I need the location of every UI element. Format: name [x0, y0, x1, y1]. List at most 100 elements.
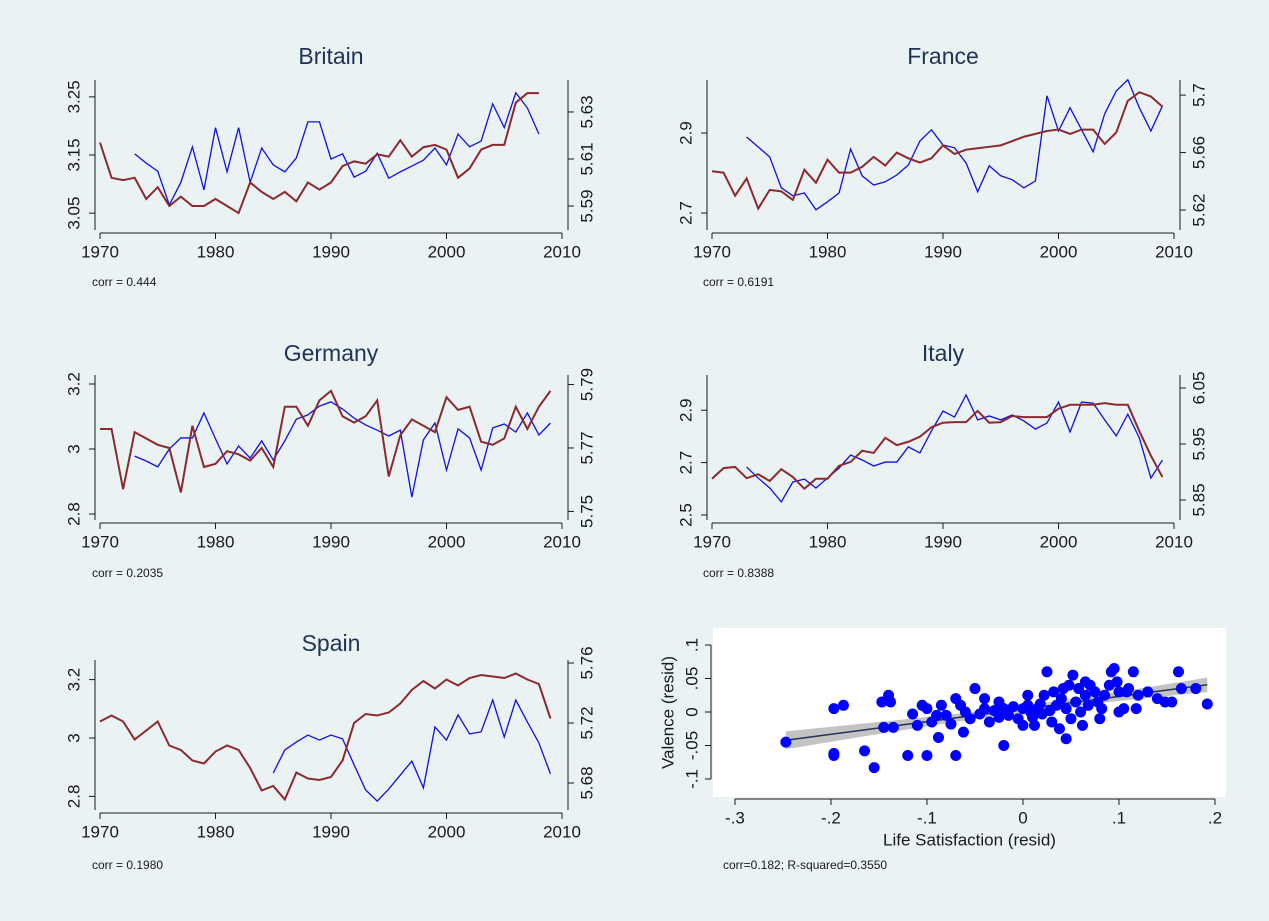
point: [1094, 713, 1106, 725]
y-tick-label: 2.9: [676, 121, 695, 145]
point: [1096, 703, 1108, 715]
y-tick-label: 3.2: [64, 372, 83, 396]
point: [911, 719, 923, 731]
point: [957, 726, 969, 738]
point: [1166, 696, 1178, 708]
x-tick-label: 1990: [312, 532, 350, 551]
chart-title: Italy: [922, 340, 965, 366]
series-line: [746, 78, 1164, 211]
x-tick-label: 1990: [924, 532, 962, 551]
point: [993, 711, 1005, 723]
series-line: [272, 697, 552, 802]
annotation: corr = 0.444: [92, 275, 157, 289]
point: [837, 699, 849, 711]
point: [1113, 686, 1125, 698]
chart-title: Britain: [298, 43, 363, 69]
point: [1201, 698, 1213, 710]
series-line: [99, 92, 539, 215]
point: [998, 739, 1010, 751]
y-tick-label: 2.7: [676, 201, 695, 225]
y2-tick-label: 5.63: [577, 95, 596, 128]
series-line: [100, 389, 552, 493]
point: [1063, 679, 1075, 691]
y2-tick-label: 5.75: [577, 495, 596, 528]
y-tick-label: 2.7: [676, 451, 695, 475]
y-tick-label: 3: [64, 733, 83, 742]
series-line: [746, 393, 1163, 504]
y-tick-label: .1: [682, 638, 701, 652]
y-tick-label: 2.5: [676, 503, 695, 527]
point: [1022, 689, 1034, 701]
x-tick-label: 2010: [1155, 242, 1193, 261]
y2-tick-label: 5.85: [1189, 483, 1208, 516]
point: [1130, 703, 1142, 715]
point: [935, 699, 947, 711]
point: [902, 750, 914, 762]
point: [969, 683, 981, 695]
point: [1053, 723, 1065, 735]
point: [983, 716, 995, 728]
y2-tick-label: 5.95: [1189, 427, 1208, 460]
panel: corr=0.182; R-squared=0.3550 -.3 -.2 -.1 0 .1…: [658, 628, 1226, 872]
y2-tick-label: 5.59: [577, 189, 596, 222]
x-tick-label: 0: [1018, 808, 1027, 827]
point: [1034, 698, 1046, 710]
point: [1099, 689, 1111, 701]
y2-tick-label: 6.05: [1189, 371, 1208, 404]
point: [1113, 706, 1125, 718]
y2-tick-label: 5.68: [577, 766, 596, 799]
point: [1123, 683, 1135, 695]
point: [979, 703, 991, 715]
y2-tick-label: 5.61: [577, 142, 596, 175]
x-tick-label: 1990: [312, 242, 350, 261]
point: [1190, 683, 1202, 695]
panel: Italy corr = 0.8388 1970 1980 1990 2000 2010 2.…: [676, 340, 1208, 580]
point: [1041, 666, 1053, 678]
y2-tick-label: 5.79: [577, 368, 596, 401]
x-tick-label: 2010: [543, 242, 581, 261]
x-tick-label: .1: [1112, 808, 1126, 827]
x-tick-label: 2000: [1040, 242, 1078, 261]
annotation: corr = 0.2035: [92, 566, 163, 580]
y-tick-label: 3.15: [64, 138, 83, 171]
annotation: corr=0.182; R-squared=0.3550: [723, 858, 887, 872]
x-tick-label: 1980: [197, 532, 235, 551]
y-tick-label: -.1: [682, 769, 701, 789]
x-tick-label: 1970: [81, 532, 119, 551]
x-tick-label: 1990: [312, 822, 350, 841]
y-tick-label: 3.2: [64, 668, 83, 692]
y-tick-label: 2.8: [64, 502, 83, 526]
point: [1017, 719, 1029, 731]
series-line: [711, 91, 1164, 211]
point: [945, 718, 957, 730]
point: [921, 750, 933, 762]
x-tick-label: .2: [1208, 808, 1222, 827]
chart-title: Germany: [284, 340, 379, 366]
y-axis-title: Valence (resid): [658, 656, 677, 769]
series-line: [134, 91, 540, 207]
annotation: corr = 0.6191: [703, 275, 774, 289]
x-tick-label: 1970: [693, 532, 731, 551]
point: [1065, 713, 1077, 725]
point: [1075, 706, 1087, 718]
point: [1108, 662, 1120, 674]
point: [1038, 689, 1050, 701]
point: [907, 708, 919, 720]
point: [1067, 669, 1079, 681]
y2-tick-label: 5.62: [1189, 193, 1208, 226]
y-tick-label: 2.9: [676, 398, 695, 422]
x-tick-label: 2000: [428, 242, 466, 261]
y2-tick-label: 5.66: [1189, 136, 1208, 169]
y-tick-label: .05: [682, 667, 701, 691]
x-tick-label: 2010: [543, 822, 581, 841]
point: [780, 736, 792, 748]
point: [1127, 666, 1139, 678]
y-tick-label: 3: [64, 444, 83, 453]
panel: France corr = 0.6191 1970 1980 1990 2000 2010 2…: [676, 43, 1208, 289]
point: [828, 748, 840, 760]
y-tick-label: 2.8: [64, 785, 83, 809]
y-tick-label: 3.05: [64, 197, 83, 230]
x-tick-label: -.3: [725, 808, 745, 827]
series-line: [711, 402, 1164, 491]
point: [1028, 719, 1040, 731]
